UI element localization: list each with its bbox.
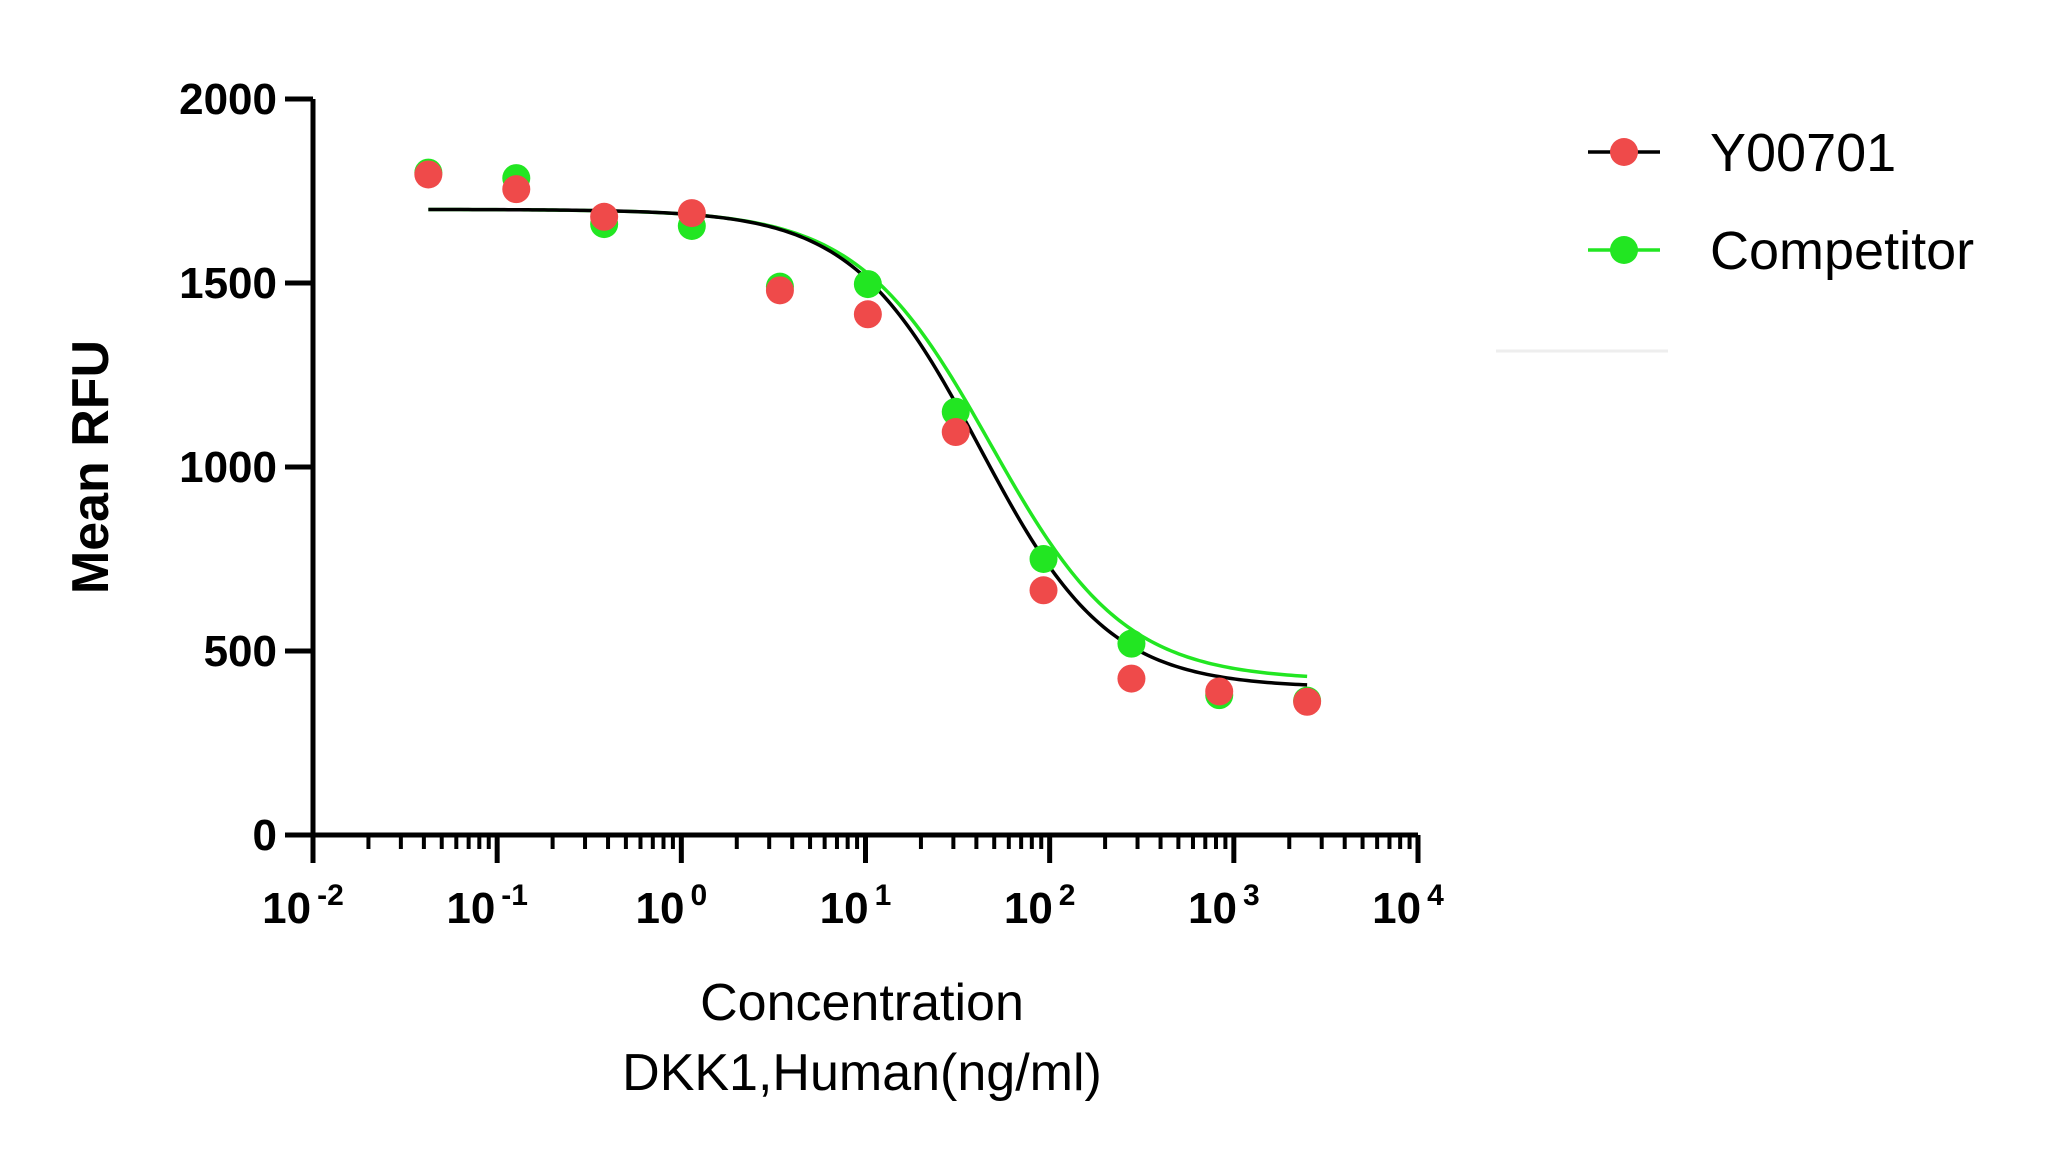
data-points (414, 158, 1322, 716)
y-tick-label: 500 (204, 627, 277, 676)
legend: Y00701 Competitor (1496, 123, 1974, 353)
y-ticks: 0 500 1000 1500 2000 (179, 75, 313, 860)
point-competitor (941, 397, 970, 426)
x-tick-label: 10 3 (1188, 879, 1260, 933)
x-tick-label: 10 -2 (262, 879, 344, 933)
y-axis-title: Mean RFU (62, 340, 120, 594)
x-axis-title: Concentration (700, 974, 1024, 1032)
x-tick-label: 10 -1 (446, 879, 528, 933)
point-y00701 (414, 160, 443, 189)
point-y00701 (1205, 677, 1234, 706)
point-y00701 (677, 199, 706, 228)
point-y00701 (1029, 576, 1058, 605)
point-competitor (1117, 629, 1146, 658)
point-y00701 (502, 175, 531, 204)
y-tick-label: 0 (253, 811, 277, 860)
legend-label: Competitor (1710, 221, 1974, 281)
point-y00701 (1293, 687, 1322, 716)
x-ticks: 10 -2 10 -1 10 0 10 1 10 2 10 3 10 4 (262, 835, 1444, 933)
y-tick-label: 1000 (179, 443, 277, 492)
point-competitor (1029, 545, 1058, 573)
x-tick-label: 10 2 (1004, 879, 1076, 933)
legend-marker (1610, 236, 1638, 264)
y-tick-label: 2000 (179, 75, 277, 124)
point-y00701 (765, 276, 794, 305)
legend-label: Y00701 (1710, 123, 1896, 183)
x-axis-subtitle: DKK1,Human(ng/ml) (622, 1044, 1102, 1102)
legend-marker (1610, 138, 1638, 166)
x-tick-label: 10 0 (636, 879, 708, 933)
y-tick-label: 1500 (179, 259, 277, 308)
point-competitor (853, 270, 882, 299)
x-tick-label: 10 1 (820, 879, 892, 933)
point-y00701 (941, 418, 970, 447)
point-y00701 (853, 300, 882, 329)
x-tick-label: 10 4 (1372, 879, 1444, 933)
point-y00701 (1117, 664, 1146, 693)
point-y00701 (590, 202, 619, 231)
